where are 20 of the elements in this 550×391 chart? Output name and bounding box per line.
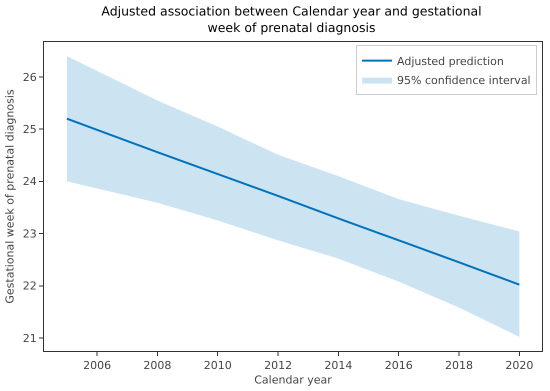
y-tick-label: 26 [22, 70, 37, 84]
y-tick-label: 22 [22, 280, 37, 293]
x-tick-label: 2012 [264, 359, 292, 372]
line-series [66, 118, 520, 286]
y-tick-label: 24 [22, 175, 37, 188]
x-tick-label: 2018 [445, 359, 474, 372]
x-tick-label: 2008 [143, 359, 172, 372]
x-tick-label: 2016 [384, 359, 413, 372]
y-tick-label: 23 [22, 227, 37, 240]
legend-label: Adjusted prediction [397, 54, 504, 68]
x-tick-label: 2020 [505, 359, 534, 372]
x-tick-label: 2006 [83, 359, 112, 372]
y-axis-title: Gestational week of prenatal diagnosis [3, 89, 16, 304]
annotation: 95% confidence interval [397, 74, 531, 87]
x-tick-label: 2010 [204, 359, 232, 372]
chart-title: Adjusted association between Calendar year and gestational week of prenatal diagnosis [101, 4, 482, 35]
x-tick-label: 2014 [324, 359, 352, 372]
y-tick-label: 25 [22, 123, 37, 136]
x-axis-title: Calendar year [254, 373, 332, 386]
y-tick-label: 21 [22, 332, 37, 345]
